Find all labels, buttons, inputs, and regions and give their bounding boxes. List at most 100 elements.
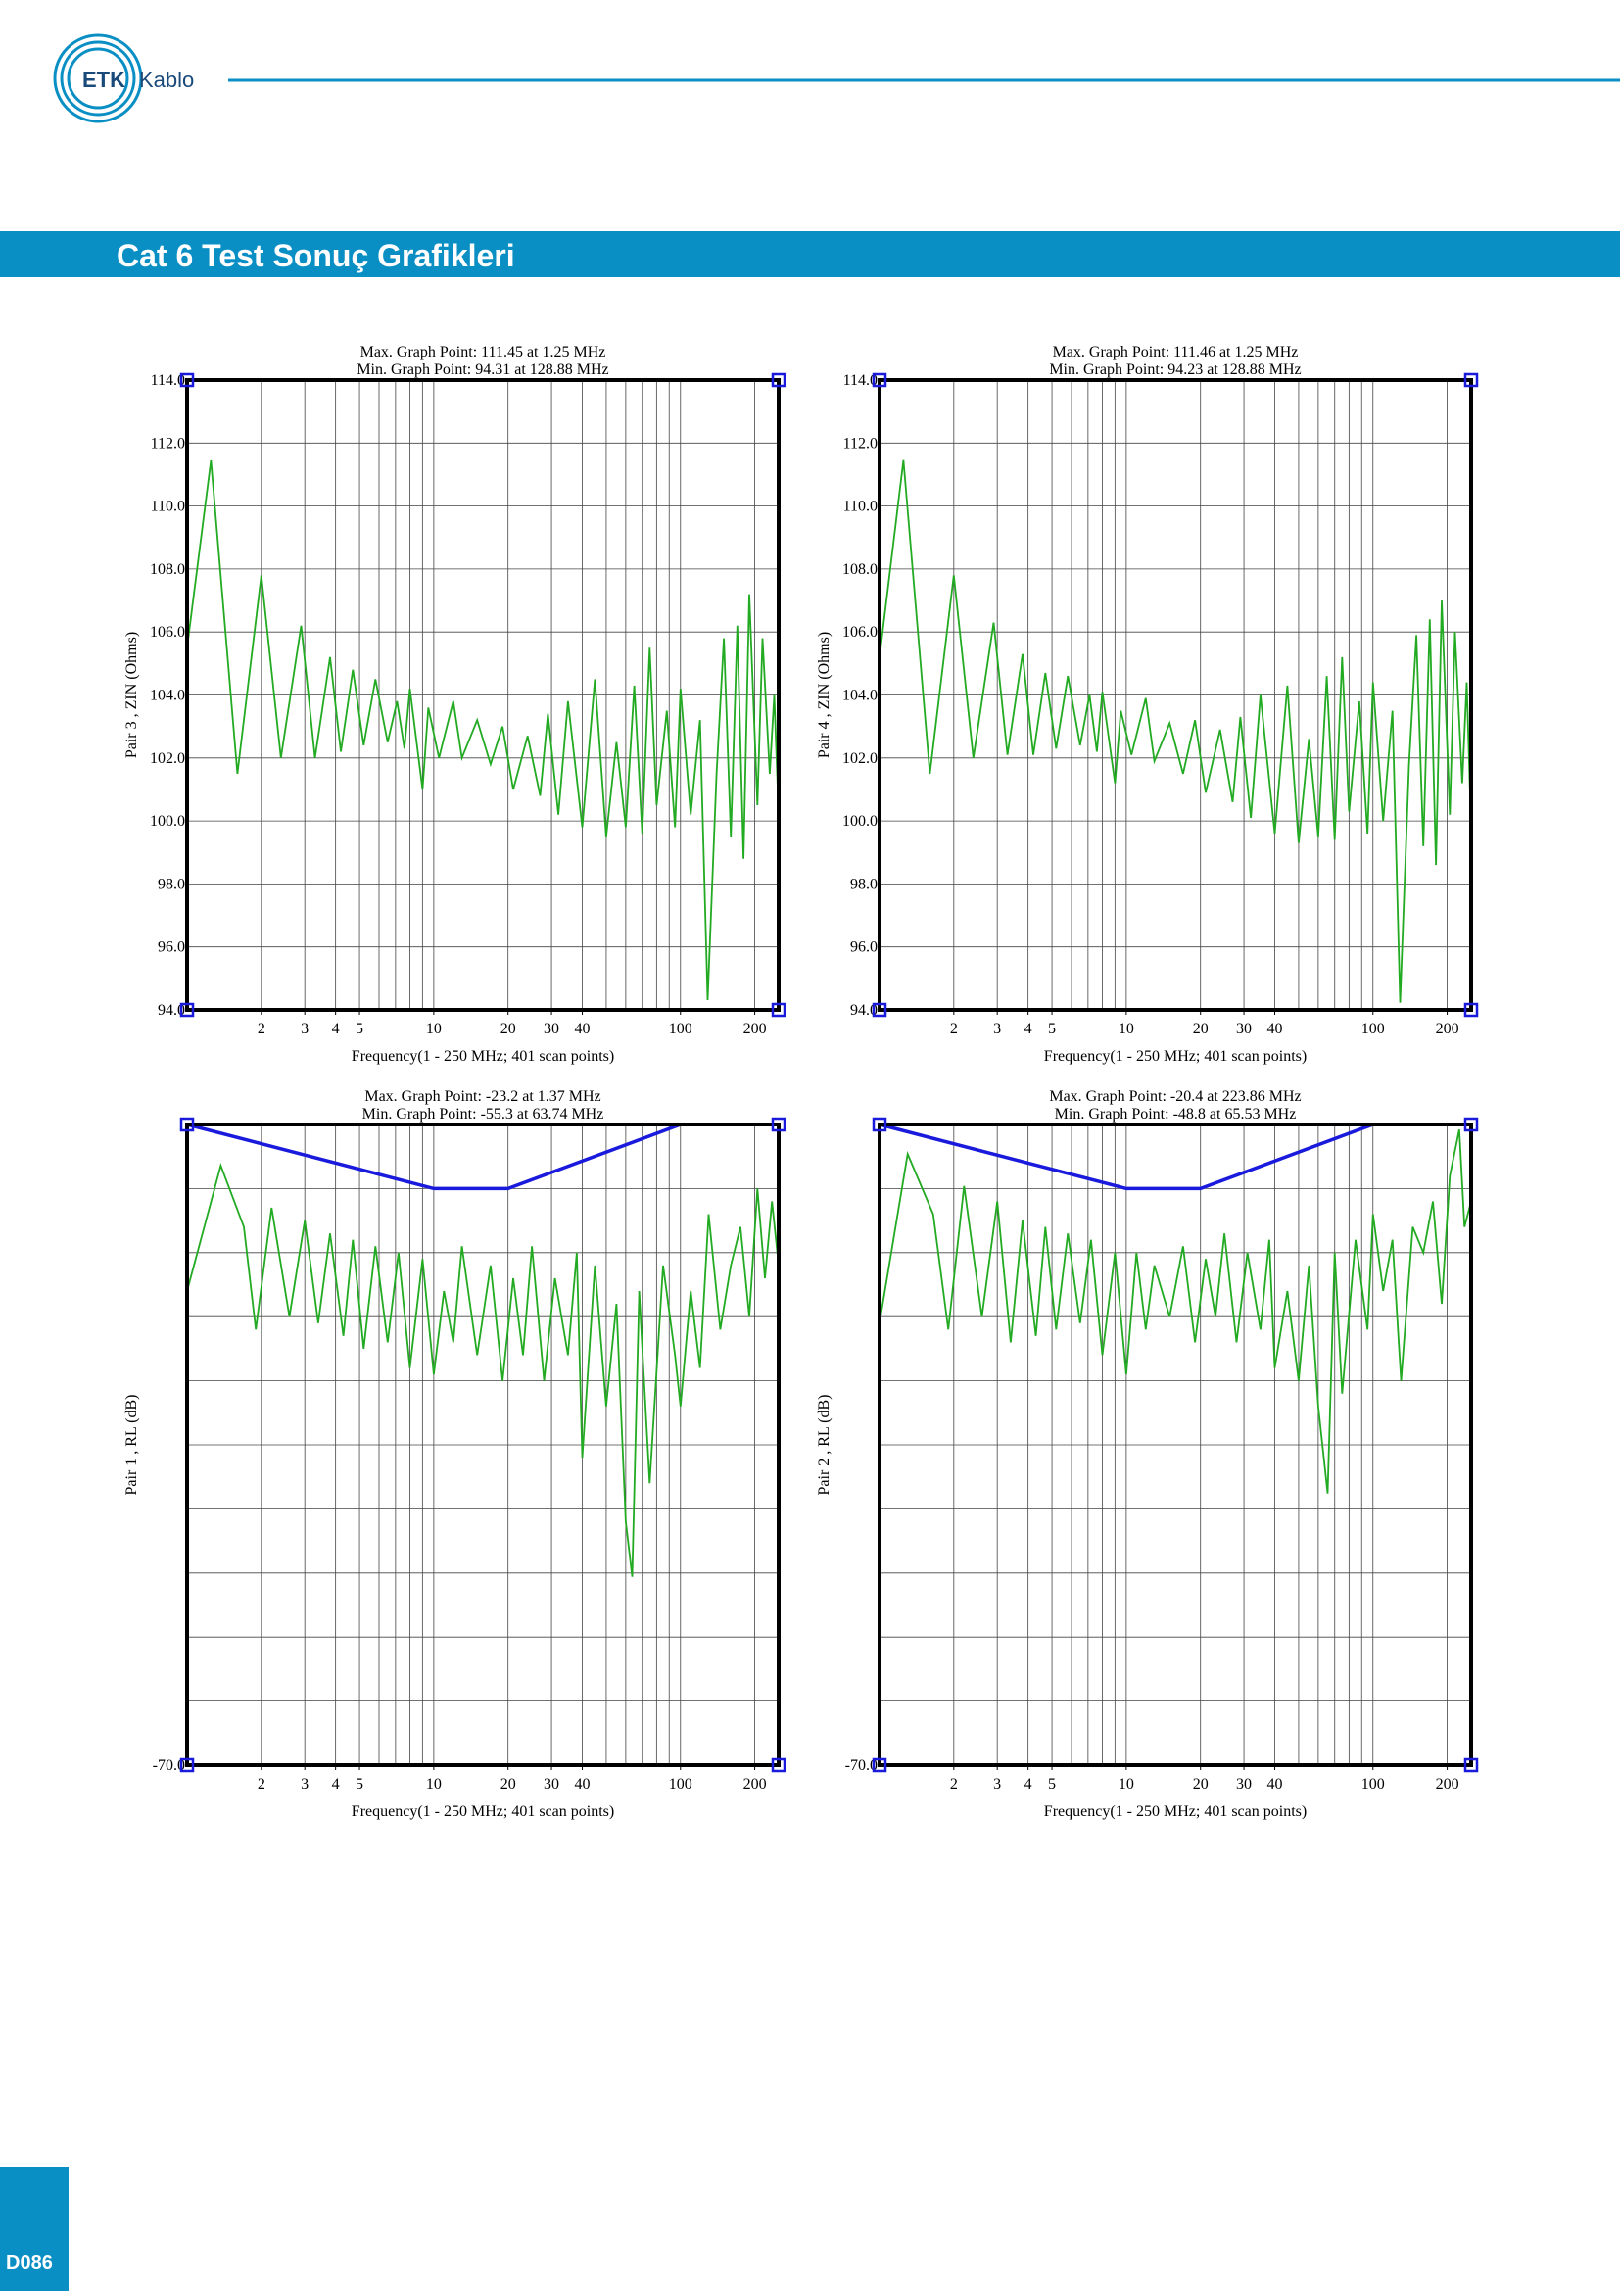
- x-tick-label: 5: [1048, 1776, 1056, 1793]
- data-line: [186, 459, 780, 1001]
- y-tick-label: 96.0: [158, 939, 185, 956]
- x-tick-label: 2: [258, 1776, 265, 1793]
- y-tick-label: 94.0: [158, 1002, 185, 1019]
- y-tick-label: 108.0: [842, 561, 878, 578]
- x-tick-label: 3: [301, 1021, 309, 1037]
- chart-subtitle: Min. Graph Point: -55.3 at 63.74 MHz: [362, 1106, 604, 1123]
- chart-subtitle: Min. Graph Point: -48.8 at 65.53 MHz: [1055, 1106, 1297, 1123]
- x-tick-label: 10: [426, 1776, 442, 1793]
- y-tick-label: 108.0: [150, 561, 185, 578]
- x-tick-label: 2: [258, 1021, 265, 1037]
- x-tick-label: 3: [993, 1021, 1001, 1037]
- chart-title: Max. Graph Point: 111.45 at 1.25 MHz: [360, 344, 606, 360]
- x-tick-label: 3: [993, 1776, 1001, 1793]
- y-axis-label: Pair 3 , ZIN (Ohms): [123, 632, 140, 758]
- corner-handle: [1463, 1757, 1479, 1773]
- logo: ETK Kablo: [53, 33, 194, 123]
- chart: Max. Graph Point: -23.2 at 1.37 MHzMin. …: [123, 1088, 786, 1820]
- corner-handle: [1463, 1002, 1479, 1018]
- x-tick-label: 40: [575, 1776, 591, 1793]
- corner-handle: [771, 1002, 786, 1018]
- x-tick-label: 5: [356, 1021, 363, 1037]
- corner-handle: [872, 1002, 887, 1018]
- y-tick-label: 106.0: [150, 624, 185, 641]
- corner-handle: [179, 1002, 195, 1018]
- y-axis-label: Pair 4 , ZIN (Ohms): [816, 632, 833, 758]
- y-tick-label: 100.0: [842, 813, 878, 830]
- plot-frame: [185, 1123, 781, 1767]
- chart: Max. Graph Point: 111.45 at 1.25 MHzMin.…: [123, 344, 786, 1065]
- x-tick-label: 4: [1024, 1776, 1032, 1793]
- plot-frame: [878, 1123, 1473, 1767]
- x-tick-label: 20: [500, 1776, 516, 1793]
- data-line: [186, 1123, 779, 1191]
- x-axis-label: Frequency(1 - 250 MHz; 401 scan points): [1044, 1048, 1307, 1065]
- data-line: [879, 1123, 1471, 1191]
- corner-handle: [179, 1117, 195, 1132]
- y-tick-label: -70.0: [845, 1757, 878, 1774]
- corner-handle: [872, 372, 887, 388]
- corner-handle: [771, 1757, 786, 1773]
- y-tick-label: 98.0: [158, 876, 185, 892]
- x-tick-label: 200: [743, 1776, 767, 1793]
- chart: Max. Graph Point: -20.4 at 223.86 MHzMin…: [816, 1088, 1479, 1820]
- title-band: [0, 231, 1620, 277]
- x-tick-label: 30: [544, 1776, 559, 1793]
- page-title: Cat 6 Test Sonuç Grafikleri: [117, 238, 515, 273]
- x-tick-label: 30: [544, 1021, 559, 1037]
- logo-mark: ETK: [82, 68, 125, 92]
- y-axis-label: Pair 2 , RL (dB): [816, 1395, 833, 1496]
- x-tick-label: 40: [1267, 1021, 1283, 1037]
- x-tick-label: 200: [743, 1021, 767, 1037]
- corner-handle: [771, 372, 786, 388]
- y-tick-label: 96.0: [850, 939, 878, 956]
- y-tick-label: 114.0: [151, 372, 185, 389]
- y-tick-label: 110.0: [151, 499, 185, 515]
- x-tick-label: 2: [950, 1776, 958, 1793]
- corner-handle: [872, 1757, 887, 1773]
- brand-name: Kablo: [139, 68, 194, 92]
- x-tick-label: 100: [669, 1021, 692, 1037]
- x-axis-label: Frequency(1 - 250 MHz; 401 scan points): [1044, 1803, 1307, 1820]
- chart-title: Max. Graph Point: 111.46 at 1.25 MHz: [1053, 344, 1299, 360]
- corner-handle: [179, 1757, 195, 1773]
- x-tick-label: 40: [575, 1021, 591, 1037]
- data-line: [879, 1129, 1472, 1494]
- x-tick-label: 30: [1236, 1021, 1252, 1037]
- data-line: [879, 459, 1472, 1003]
- x-tick-label: 100: [1361, 1776, 1385, 1793]
- y-tick-label: 102.0: [150, 750, 185, 767]
- x-tick-label: 200: [1436, 1021, 1459, 1037]
- y-tick-label: 112.0: [843, 435, 878, 452]
- chart: Max. Graph Point: 111.46 at 1.25 MHzMin.…: [816, 344, 1479, 1065]
- y-tick-label: -70.0: [153, 1757, 185, 1774]
- y-tick-label: 110.0: [843, 499, 878, 515]
- x-tick-label: 4: [1024, 1021, 1032, 1037]
- y-tick-label: 104.0: [842, 688, 878, 704]
- x-axis-label: Frequency(1 - 250 MHz; 401 scan points): [352, 1048, 614, 1065]
- x-tick-label: 40: [1267, 1776, 1283, 1793]
- x-tick-label: 2: [950, 1021, 958, 1037]
- x-tick-label: 4: [332, 1021, 340, 1037]
- y-tick-label: 98.0: [850, 876, 878, 892]
- corner-handle: [1463, 372, 1479, 388]
- x-tick-label: 100: [669, 1776, 692, 1793]
- footer-tab: [0, 2167, 69, 2291]
- x-tick-label: 4: [332, 1776, 340, 1793]
- plot-frame: [878, 378, 1473, 1012]
- y-tick-label: 94.0: [850, 1002, 878, 1019]
- x-tick-label: 200: [1436, 1776, 1459, 1793]
- x-tick-label: 10: [1119, 1776, 1134, 1793]
- data-line: [186, 1162, 780, 1577]
- charts: Max. Graph Point: 111.45 at 1.25 MHz Min.…: [123, 344, 1479, 1820]
- y-axis-label: Pair 1 , RL (dB): [123, 1395, 140, 1496]
- chart-title: Max. Graph Point: -20.4 at 223.86 MHz: [1049, 1088, 1301, 1105]
- chart-subtitle: Min. Graph Point: 94.23 at 128.88 MHz: [1049, 361, 1301, 378]
- x-tick-label: 30: [1236, 1776, 1252, 1793]
- corner-handle: [1463, 1117, 1479, 1132]
- x-tick-label: 10: [426, 1021, 442, 1037]
- y-tick-label: 100.0: [150, 813, 185, 830]
- x-tick-label: 5: [1048, 1021, 1056, 1037]
- x-tick-label: 100: [1361, 1021, 1385, 1037]
